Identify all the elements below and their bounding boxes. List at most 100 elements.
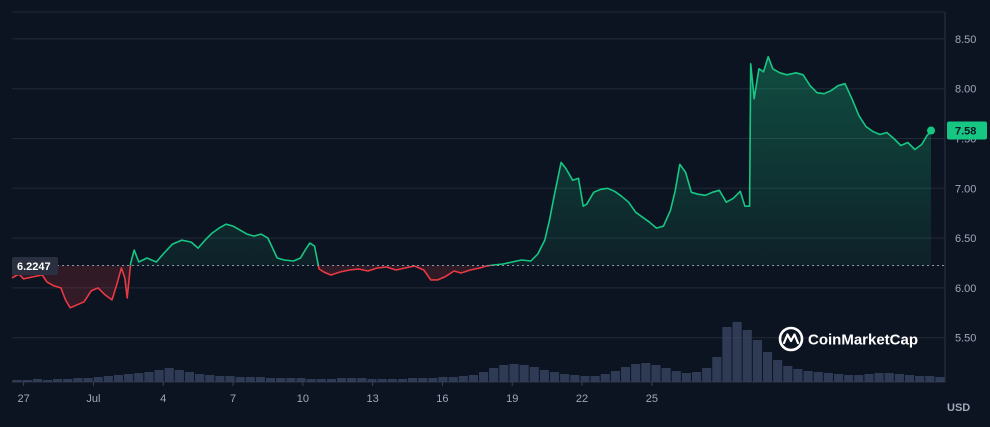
volume-bar <box>266 378 276 382</box>
price-line[interactable] <box>11 56 936 309</box>
price-area-fill <box>12 56 931 308</box>
volume-bar <box>935 377 945 382</box>
x-tick-label: 16 <box>436 393 448 405</box>
grid-lines <box>12 11 946 383</box>
volume-bar <box>276 378 286 382</box>
price-line-up[interactable] <box>12 56 932 308</box>
volume-bar <box>215 376 225 382</box>
volume-bar <box>915 376 925 382</box>
volume-bar <box>164 368 174 382</box>
volume-bar <box>661 368 671 382</box>
volume-bar <box>904 375 915 382</box>
volume-bar <box>286 378 296 382</box>
volume-bar <box>742 330 752 382</box>
current-price-badge: 7.58 <box>947 121 987 140</box>
volume-bar <box>53 379 63 382</box>
y-axis: 5.506.006.507.007.508.008.50 <box>955 34 976 345</box>
volume-bar <box>702 368 712 382</box>
volume-bar <box>367 379 377 382</box>
volume-bar <box>712 357 722 382</box>
volume-bar <box>225 376 235 382</box>
volume-bar <box>377 379 387 382</box>
reference-price-badge: 6.2247 <box>12 257 58 275</box>
x-tick-label: Jul <box>86 393 100 405</box>
volume-bar <box>103 376 113 382</box>
volume-bar <box>631 364 641 382</box>
volume-bar <box>408 378 418 382</box>
volume-bar <box>641 363 651 382</box>
volume-bar <box>539 370 549 382</box>
volume-bar <box>124 374 134 382</box>
volume-bar <box>590 376 600 382</box>
volume-bar <box>32 379 42 382</box>
volume-bar <box>205 375 215 382</box>
y-tick-label: 6.50 <box>955 233 976 245</box>
volume-bar <box>12 380 22 382</box>
volume-bar <box>752 340 762 382</box>
volume-bar <box>306 379 316 382</box>
currency-unit-label: USD <box>947 402 970 414</box>
volume-bar <box>134 373 144 382</box>
volume-bar <box>184 372 195 382</box>
volume-bar <box>73 378 83 382</box>
watermark-text: CoinMarketCap <box>808 332 918 349</box>
volume-bar <box>347 378 357 382</box>
y-tick-label: 8.50 <box>955 34 976 46</box>
coinmarketcap-watermark: CoinMarketCap <box>778 326 918 352</box>
volume-bar <box>600 374 610 382</box>
volume-bar <box>803 371 813 382</box>
volume-bar <box>651 365 661 382</box>
volume-bar <box>823 373 833 382</box>
x-tick-label: 22 <box>576 393 588 405</box>
volume-bar <box>316 379 326 382</box>
volume-bar <box>438 377 448 382</box>
area-fill-above <box>12 56 931 266</box>
area-fill-below <box>12 265 490 308</box>
volume-bar <box>884 373 894 382</box>
volume-bar <box>499 365 509 382</box>
volume-bar <box>570 375 580 382</box>
volume-bar <box>479 372 489 382</box>
volume-bar <box>722 327 732 382</box>
volume-bar <box>174 370 184 382</box>
volume-bar <box>549 372 560 382</box>
volume-bar <box>397 379 408 382</box>
volume-bar <box>671 371 681 382</box>
volume-bar <box>925 376 935 382</box>
volume-bar <box>519 365 529 382</box>
volume-bar <box>620 367 631 382</box>
x-tick-label: 4 <box>160 393 166 405</box>
volume-bar <box>195 374 205 382</box>
volume-bar <box>63 379 73 382</box>
volume-bar <box>560 374 570 382</box>
volume-bar <box>42 380 53 382</box>
volume-bar <box>458 376 468 382</box>
volume-bar <box>296 378 306 382</box>
volume-bar <box>773 360 783 382</box>
volume-bar <box>357 378 367 382</box>
volume-bar <box>337 378 347 382</box>
volume-bar <box>93 377 103 382</box>
current-price-label: 7.58 <box>955 126 976 138</box>
volume-bar <box>793 369 803 382</box>
volume-bar <box>144 372 154 382</box>
current-price-dot <box>927 126 936 135</box>
volume-bar <box>691 372 702 382</box>
volume-bar <box>681 373 691 382</box>
volume-bar <box>864 374 874 382</box>
volume-bar <box>762 352 773 382</box>
volume-bar <box>813 372 823 382</box>
x-tick-label: 27 <box>18 393 30 405</box>
volume-bars <box>12 322 945 382</box>
volume-bar <box>489 368 499 382</box>
volume-bar <box>22 380 32 382</box>
x-tick-label: 19 <box>506 393 518 405</box>
volume-bar <box>844 375 854 382</box>
x-axis: 27 Jul 4 7 10 13 16 19 22 25 <box>18 382 658 405</box>
x-tick-label: 7 <box>230 393 236 405</box>
volume-bar <box>732 322 742 382</box>
volume-bar <box>874 373 884 382</box>
volume-bar <box>418 378 428 382</box>
